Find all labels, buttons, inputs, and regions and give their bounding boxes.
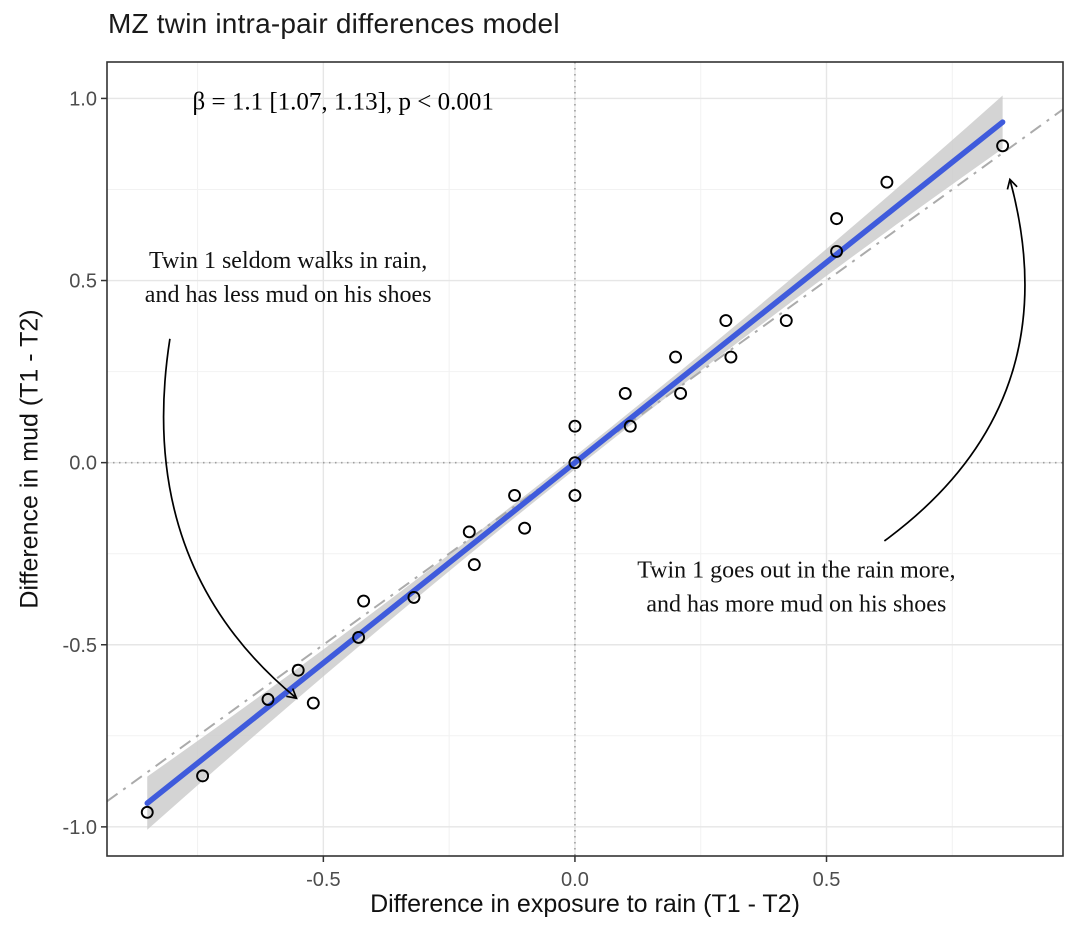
data-point — [724, 350, 738, 364]
y-tick-label: 0.0 — [69, 453, 97, 475]
data-point — [518, 521, 532, 535]
data-point — [261, 692, 275, 706]
y-tick-label: -0.5 — [63, 635, 97, 657]
data-point — [407, 590, 421, 604]
data-point — [669, 350, 683, 364]
y-tick-label: 1.0 — [69, 88, 97, 110]
axis-ticks: -0.5 0.0 0.5 -1.0 -0.5 0.0 0.5 1.0 — [63, 88, 841, 891]
grid-minor — [107, 62, 1063, 856]
data-point — [830, 212, 844, 226]
data-point — [830, 244, 844, 258]
data-point — [568, 419, 582, 433]
more-note-line: Twin 1 goes out in the rain more, — [637, 557, 955, 583]
data-point — [508, 488, 522, 502]
data-point — [140, 805, 154, 819]
data-point — [719, 314, 733, 328]
panel-border — [106, 61, 1064, 857]
data-point — [996, 139, 1010, 153]
stats-annotation: β = 1.1 [1.07, 1.13], p < 0.001 — [193, 88, 494, 115]
y-tick-label: 0.5 — [69, 271, 97, 293]
y-tick-label: -1.0 — [63, 817, 97, 839]
chart-title: MZ twin intra-pair differences model — [108, 8, 560, 39]
data-point — [618, 386, 632, 400]
x-tick-label: 0.5 — [813, 869, 841, 891]
data-point — [623, 419, 637, 433]
x-axis-label: Difference in exposure to rain (T1 - T2) — [370, 890, 800, 918]
x-tick-label: -0.5 — [306, 869, 340, 891]
y-axis-label: Difference in mud (T1 - T2) — [15, 309, 44, 609]
data-point — [357, 594, 371, 608]
arrow-to-high-point — [883, 177, 1026, 542]
data-point — [306, 696, 320, 710]
data-point — [779, 314, 793, 328]
data-point — [674, 386, 688, 400]
annotation-arrows — [162, 177, 1026, 700]
data-point — [568, 456, 582, 470]
arrow-to-low-point — [162, 338, 298, 700]
data-point — [291, 663, 305, 677]
x-tick-label: 0.0 — [561, 869, 589, 891]
data-point — [462, 525, 476, 539]
data-point — [880, 175, 894, 189]
data-point — [568, 488, 582, 502]
data-point — [467, 558, 481, 572]
seldom-note-line: Twin 1 seldom walks in rain, — [149, 248, 427, 274]
scatter-points — [140, 139, 1010, 819]
data-point — [196, 769, 210, 783]
data-point — [352, 631, 366, 644]
grid-major — [107, 62, 1063, 856]
seldom-note-line: and has less mud on his shoes — [145, 282, 432, 308]
more-note-line: and has more mud on his shoes — [646, 591, 946, 617]
text-annotations: Twin 1 seldom walks in rain, and has less… — [145, 248, 956, 618]
